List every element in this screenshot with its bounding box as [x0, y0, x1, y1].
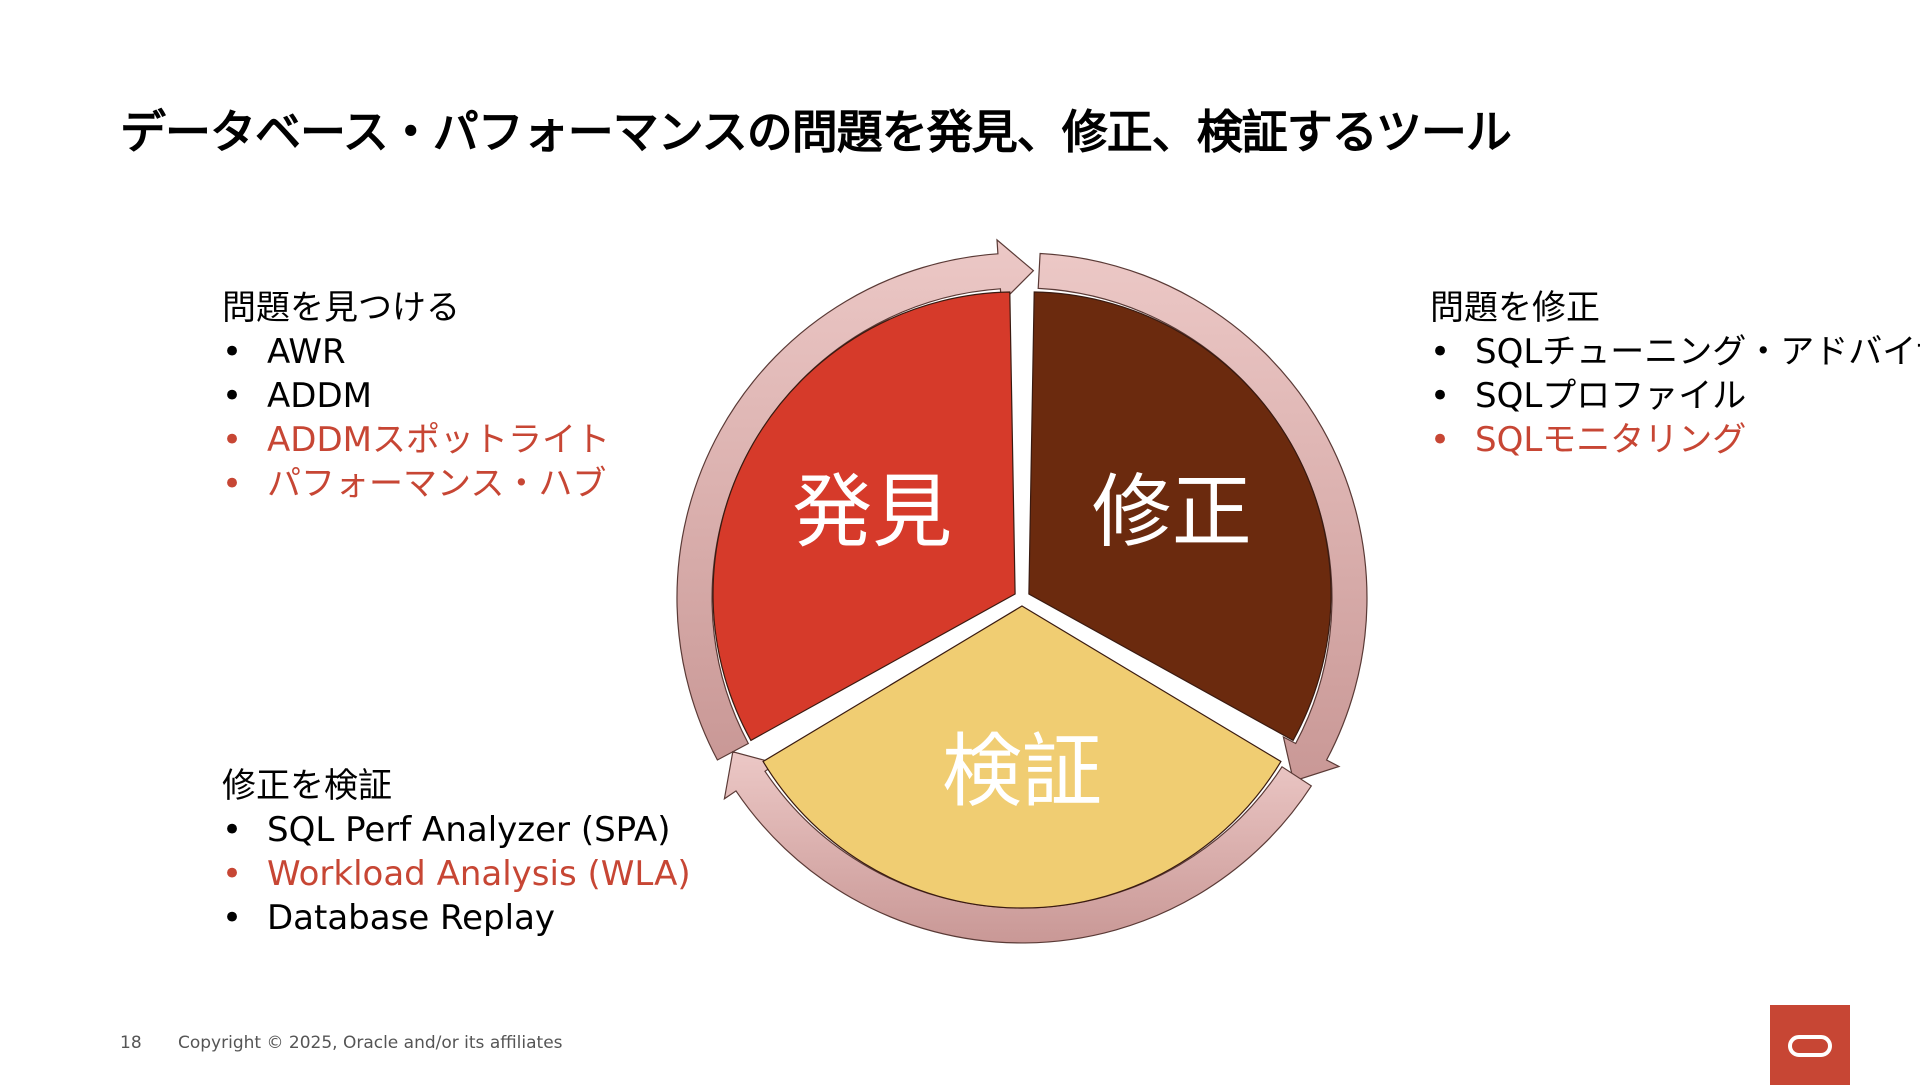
find-heading: 問題を見つける — [222, 288, 460, 328]
oracle-ring-icon — [1788, 1035, 1832, 1057]
list-item: • ADDM — [222, 374, 610, 418]
list-item: • AWR — [222, 330, 610, 374]
list-item: • SQL Perf Analyzer (SPA) — [222, 808, 691, 852]
copyright-text: Copyright © 2025, Oracle and/or its affi… — [178, 1033, 563, 1053]
verify-block: 修正を検証 • SQL Perf Analyzer (SPA) • Workload… — [222, 764, 691, 940]
find-list: • AWR • ADDM • ADDMスポットライト • パフォーマンス・ハブ — [222, 330, 610, 506]
list-item: • Workload Analysis (WLA) — [222, 852, 691, 896]
verify-heading: 修正を検証 — [222, 766, 392, 806]
list-item: • SQLプロファイル — [1430, 374, 1920, 418]
cycle-segments — [712, 291, 1332, 909]
find-block: 問題を見つける • AWR • ADDM • ADDMスポットライト • パフォーマンス… — [222, 286, 610, 506]
oracle-logo — [1770, 1005, 1850, 1085]
segment-label-discover: 発見 — [792, 466, 952, 559]
bullet: • — [1430, 376, 1451, 416]
list-item-text: Database Replay — [267, 898, 556, 938]
segment-fix — [1028, 291, 1332, 742]
list-item-text: SQLモニタリング — [1475, 420, 1747, 460]
segment-verify — [762, 605, 1282, 909]
list-item: • SQLモニタリング — [1430, 418, 1920, 462]
list-item: • Database Replay — [222, 896, 691, 940]
bullet: • — [222, 810, 243, 850]
fix-block: 問題を修正 • SQLチューニング・アドバイザ • SQLプロファイル • SQLモニ… — [1430, 286, 1920, 462]
bullet: • — [1430, 420, 1451, 460]
list-item-text: Workload Analysis (WLA) — [267, 854, 691, 894]
segment-discover — [712, 291, 1016, 742]
list-item-text: AWR — [267, 332, 346, 372]
list-item-text: パフォーマンス・ハブ — [267, 464, 607, 504]
bullet: • — [1430, 332, 1451, 372]
slide-title: データベース・パフォーマンスの問題を発見、修正、検証するツール — [120, 105, 1512, 159]
segment-label-fix: 修正 — [1092, 466, 1252, 559]
bullet: • — [222, 464, 243, 504]
verify-list: • SQL Perf Analyzer (SPA) • Workload Analy… — [222, 808, 691, 940]
list-item-text: ADDM — [267, 376, 372, 416]
bullet: • — [222, 332, 243, 372]
bullet: • — [222, 376, 243, 416]
list-item: • SQLチューニング・アドバイザ — [1430, 330, 1920, 374]
bullet: • — [222, 854, 243, 894]
bullet: • — [222, 898, 243, 938]
list-item: • パフォーマンス・ハブ — [222, 462, 610, 506]
bullet: • — [222, 420, 243, 460]
fix-list: • SQLチューニング・アドバイザ • SQLプロファイル • SQLモニタリング — [1430, 330, 1920, 462]
list-item-text: SQLプロファイル — [1475, 376, 1747, 416]
fix-heading: 問題を修正 — [1430, 288, 1600, 328]
page-number: 18 — [120, 1033, 142, 1053]
list-item-text: SQLチューニング・アドバイザ — [1475, 332, 1920, 372]
list-item: • ADDMスポットライト — [222, 418, 610, 462]
list-item-text: ADDMスポットライト — [267, 420, 610, 460]
segment-label-verify: 検証 — [942, 725, 1102, 818]
list-item-text: SQL Perf Analyzer (SPA) — [267, 810, 671, 850]
